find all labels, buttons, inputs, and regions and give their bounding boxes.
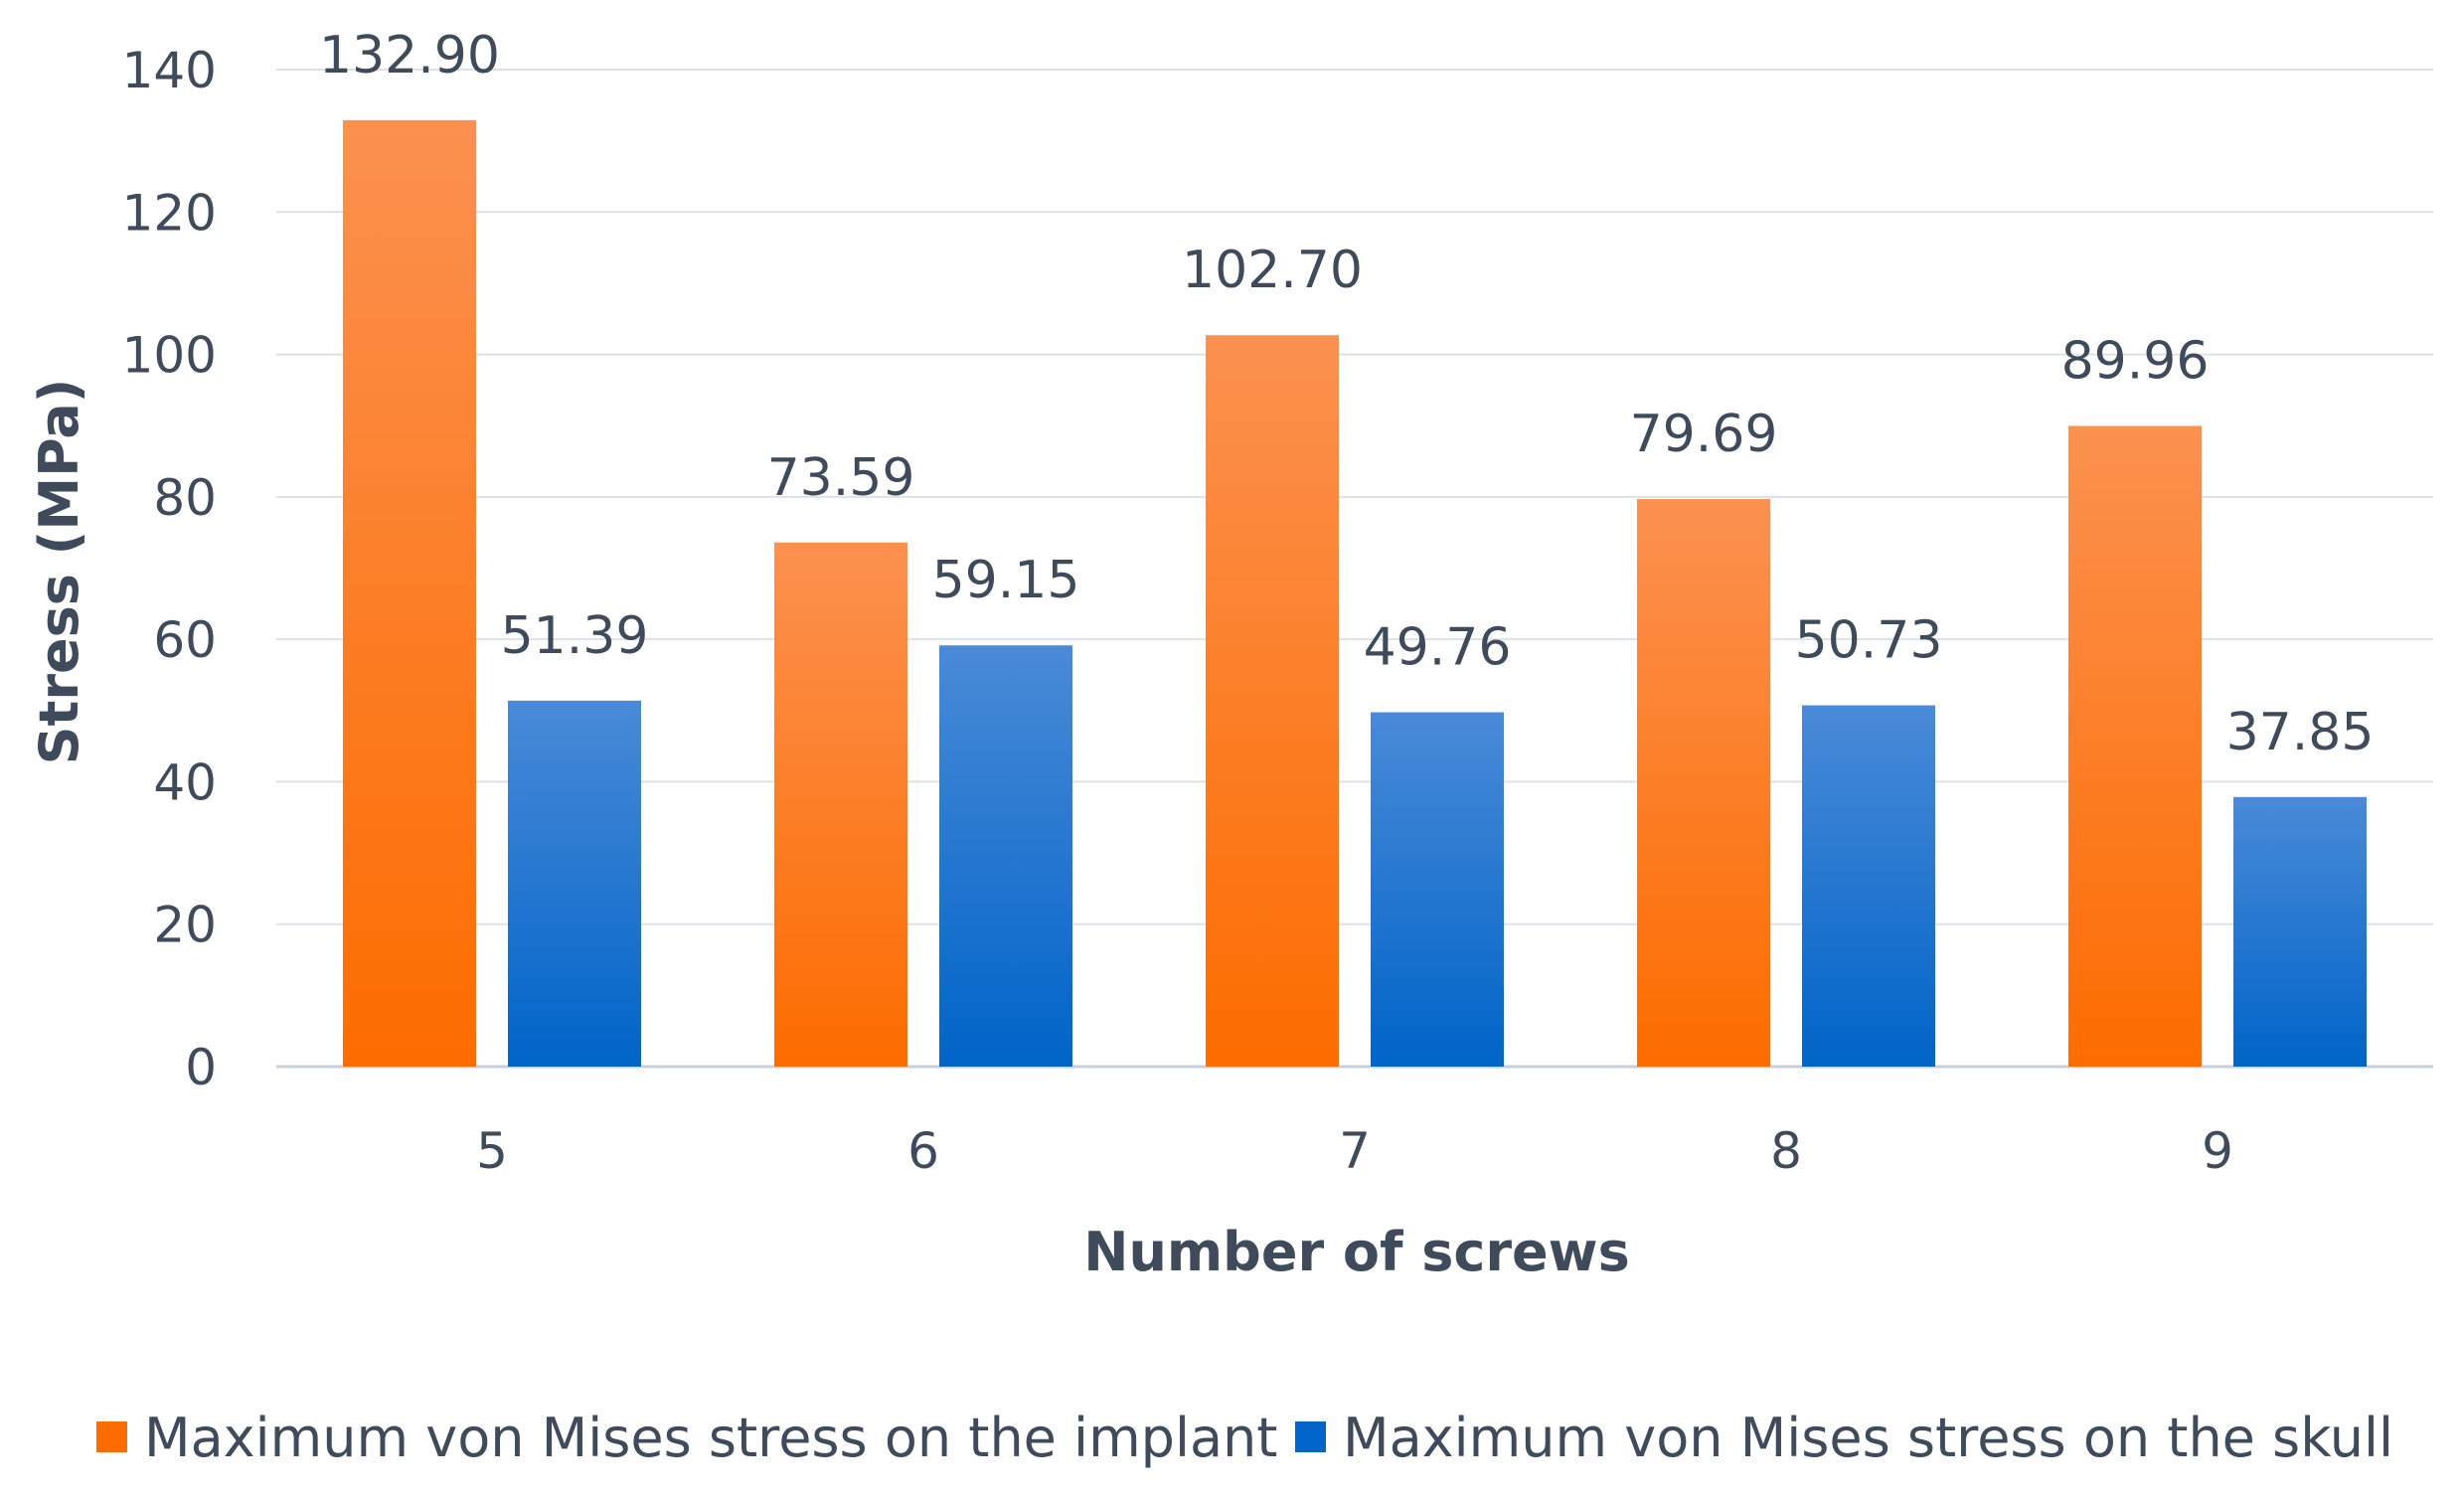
data-label-implant-9: 89.96 [2061, 332, 2210, 392]
y-tick-label-60: 60 [153, 611, 217, 669]
bar-skull-8 [1802, 705, 1935, 1067]
bar-implant-7 [1206, 335, 1339, 1067]
data-label-skull-8: 50.73 [1795, 611, 1943, 671]
data-label-implant-7: 102.70 [1182, 241, 1363, 300]
bar-implant-6 [774, 542, 907, 1067]
y-tick-label-140: 140 [122, 42, 217, 99]
y-tick-label-40: 40 [153, 753, 217, 811]
bar-implant-5 [343, 119, 476, 1067]
y-tick-label-0: 0 [185, 1039, 217, 1096]
x-tick-label-6: 6 [907, 1122, 939, 1180]
x-axis-title: Number of screws [1083, 1221, 1629, 1283]
legend: Maximum von Mises stress on the implant … [96, 1407, 2393, 1469]
bar-implant-9 [2068, 425, 2202, 1067]
data-label-implant-6: 73.59 [767, 448, 915, 508]
data-label-skull-7: 49.76 [1364, 618, 1512, 678]
legend-label-skull: Maximum von Mises stress on the skull [1343, 1407, 2393, 1469]
data-label-implant-8: 79.69 [1630, 405, 1778, 464]
data-label-skull-9: 37.85 [2226, 703, 2375, 762]
x-tick-label-7: 7 [1339, 1122, 1371, 1180]
x-tick-label-5: 5 [476, 1122, 508, 1180]
data-label-skull-6: 59.15 [932, 551, 1080, 610]
legend-swatch-implant [96, 1421, 127, 1452]
data-label-skull-5: 51.39 [501, 606, 649, 666]
y-tick-label-80: 80 [153, 469, 217, 527]
y-axis-title: Stress (MPa) [28, 379, 90, 765]
bar-skull-6 [939, 645, 1072, 1067]
y-tick-label-100: 100 [122, 327, 217, 385]
data-labels: 132.90 51.39 73.59 59.15 102.70 49.76 79.69 50.… [319, 26, 2374, 762]
data-label-implant-5: 132.90 [319, 26, 500, 85]
legend-label-implant: Maximum von Mises stress on the implant [144, 1407, 1277, 1469]
bars [343, 119, 2367, 1067]
x-tick-label-8: 8 [1770, 1122, 1802, 1180]
x-tick-label-9: 9 [2202, 1122, 2233, 1180]
bar-skull-9 [2233, 796, 2367, 1067]
y-tick-label-120: 120 [122, 184, 217, 242]
x-axis-ticks: 5 6 7 8 9 [476, 1122, 2233, 1180]
y-axis-ticks: 0 20 40 60 80 100 120 140 [122, 42, 217, 1096]
bar-implant-8 [1637, 499, 1770, 1067]
y-tick-label-20: 20 [153, 897, 217, 954]
bar-skull-5 [508, 700, 641, 1067]
bar-skull-7 [1371, 712, 1504, 1067]
legend-swatch-skull [1295, 1421, 1326, 1452]
